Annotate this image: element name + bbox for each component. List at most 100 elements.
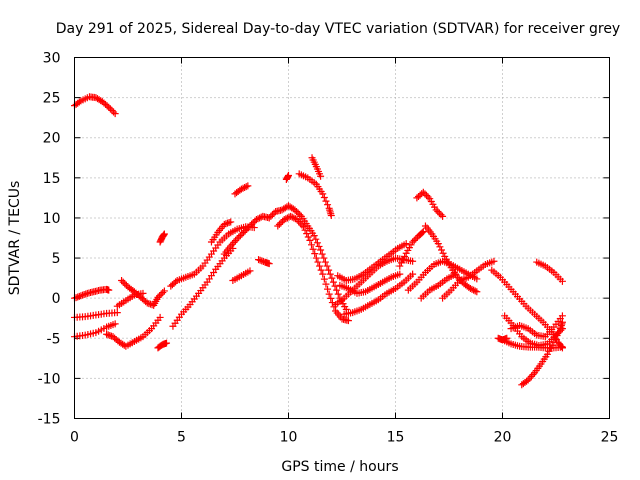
data-point <box>329 278 337 286</box>
y-tick-label: -10 <box>38 371 61 387</box>
data-point <box>246 267 254 275</box>
data-point <box>288 213 296 221</box>
data-point <box>439 212 447 220</box>
data-point <box>268 211 276 219</box>
data-point <box>110 108 118 116</box>
data-point <box>419 188 427 196</box>
data-point <box>243 225 251 233</box>
data-point <box>314 258 322 266</box>
data-point <box>523 377 531 385</box>
y-tick-label: 15 <box>43 171 61 187</box>
data-point <box>548 341 556 349</box>
data-point <box>527 372 535 380</box>
x-tick-label: 5 <box>177 430 186 446</box>
data-point <box>396 262 404 270</box>
data-point <box>160 287 168 295</box>
series-arc-s <box>295 170 335 220</box>
data-markers <box>71 93 566 389</box>
data-point <box>103 102 111 110</box>
x-tick-label: 25 <box>601 430 619 446</box>
data-point <box>324 201 332 209</box>
data-point <box>274 222 282 230</box>
series-arc-f <box>118 277 168 309</box>
data-point <box>312 254 320 262</box>
data-point <box>344 317 352 325</box>
data-point <box>105 286 113 294</box>
data-point <box>547 344 555 352</box>
data-point <box>327 294 335 302</box>
data-point <box>293 208 301 216</box>
data-point <box>220 220 228 228</box>
data-point <box>313 239 321 247</box>
data-point <box>79 291 87 299</box>
series-arc-aa <box>413 188 447 220</box>
series-arc-p <box>229 267 254 285</box>
data-point <box>312 235 320 243</box>
data-point <box>325 266 333 274</box>
data-point <box>396 270 404 278</box>
data-point <box>238 230 246 238</box>
data-point <box>423 191 431 199</box>
data-point <box>322 280 330 288</box>
data-point <box>242 183 250 191</box>
data-point <box>258 257 266 265</box>
data-point <box>172 278 180 286</box>
data-point <box>318 250 326 258</box>
data-point <box>160 230 168 238</box>
series-arc-h <box>156 230 168 246</box>
series-arc-ai <box>518 318 566 389</box>
data-point <box>143 299 151 307</box>
data-point <box>294 209 302 217</box>
data-point <box>119 278 127 286</box>
data-point <box>248 220 256 228</box>
series-arc-ak <box>533 258 566 285</box>
data-point <box>402 240 410 248</box>
data-point <box>558 343 566 351</box>
data-point <box>304 233 312 241</box>
series-arc-m <box>220 202 350 313</box>
data-point <box>118 277 126 285</box>
data-point <box>327 212 335 220</box>
data-point <box>285 171 292 179</box>
data-point <box>529 371 537 379</box>
data-point <box>157 290 165 298</box>
y-tick-label: 10 <box>43 211 61 227</box>
series-arc-ab <box>421 222 481 296</box>
data-point <box>82 290 90 298</box>
x-tick-label: 10 <box>280 430 298 446</box>
data-point <box>244 224 252 232</box>
data-point <box>473 288 481 296</box>
data-point <box>311 250 319 258</box>
data-point <box>320 254 328 262</box>
series-arc-n <box>274 212 352 325</box>
data-point <box>74 293 82 301</box>
data-point <box>397 259 405 267</box>
data-point <box>320 193 328 201</box>
data-point <box>310 232 318 240</box>
data-point <box>75 292 83 300</box>
series-arc-j <box>167 223 258 290</box>
data-point <box>333 286 341 294</box>
data-point <box>424 193 432 201</box>
data-point <box>320 275 328 283</box>
data-point <box>252 216 260 224</box>
data-point <box>241 227 249 235</box>
data-point <box>240 228 248 236</box>
data-point <box>543 350 551 358</box>
grid-lines <box>74 57 610 419</box>
data-point <box>156 292 164 300</box>
series-arc-v <box>332 254 417 309</box>
data-point <box>154 293 162 301</box>
data-point <box>121 280 129 288</box>
data-point <box>303 230 311 238</box>
data-point <box>331 282 339 290</box>
series-arc-i <box>154 339 171 352</box>
data-point <box>232 237 240 245</box>
y-tick-label: 30 <box>43 51 61 67</box>
data-point <box>233 235 241 243</box>
data-point <box>283 214 291 222</box>
data-point <box>553 331 561 339</box>
data-point <box>108 106 116 114</box>
data-point <box>437 211 445 219</box>
data-point <box>323 262 331 270</box>
